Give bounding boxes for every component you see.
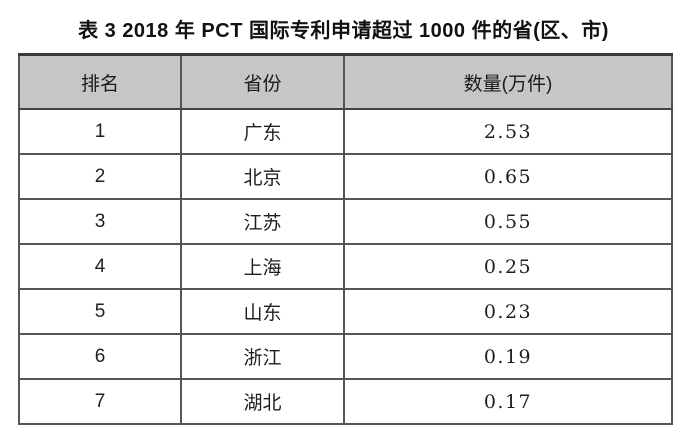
- col-header-province: 省份: [180, 53, 345, 110]
- table-row: 3 江苏 0.55: [18, 198, 673, 245]
- col-header-quantity: 数量(万件): [343, 53, 673, 110]
- province-cell: 上海: [180, 243, 345, 290]
- table-header: 排名 省份 数量(万件): [18, 53, 673, 110]
- table-row: 7 湖北 0.17: [18, 378, 673, 425]
- table-title: 表 3 2018 年 PCT 国际专利申请超过 1000 件的省(区、市): [78, 20, 609, 42]
- table-row: 4 上海 0.25: [18, 243, 673, 290]
- table-body: 1 广东 2.53 2 北京 0.65 3 江苏 0.55 4 上海 0.25 …: [18, 108, 673, 425]
- province-cell: 北京: [180, 153, 345, 200]
- col-header-rank: 排名: [18, 53, 182, 110]
- table-row: 1 广东 2.53: [18, 108, 673, 155]
- rank-cell: 2: [18, 153, 182, 200]
- value-cell: 0.65: [343, 153, 673, 200]
- table-row: 6 浙江 0.19: [18, 333, 673, 380]
- rank-cell: 7: [18, 378, 182, 425]
- province-cell: 山东: [180, 288, 345, 335]
- header-row: 排名 省份 数量(万件): [18, 53, 673, 110]
- value-cell: 2.53: [343, 108, 673, 155]
- value-cell: 0.55: [343, 198, 673, 245]
- table-row: 5 山东 0.23: [18, 288, 673, 335]
- rank-cell: 1: [18, 108, 182, 155]
- value-cell: 0.23: [343, 288, 673, 335]
- rank-cell: 3: [18, 198, 182, 245]
- value-cell: 0.25: [343, 243, 673, 290]
- province-cell: 浙江: [180, 333, 345, 380]
- value-cell: 0.17: [343, 378, 673, 425]
- value-cell: 0.19: [343, 333, 673, 380]
- rank-cell: 6: [18, 333, 182, 380]
- province-cell: 江苏: [180, 198, 345, 245]
- province-cell: 广东: [180, 108, 345, 155]
- province-cell: 湖北: [180, 378, 345, 425]
- rank-cell: 5: [18, 288, 182, 335]
- table-row: 2 北京 0.65: [18, 153, 673, 200]
- rank-cell: 4: [18, 243, 182, 290]
- pct-applications-table: 排名 省份 数量(万件) 1 广东 2.53 2 北京 0.65 3 江苏 0.…: [18, 53, 673, 425]
